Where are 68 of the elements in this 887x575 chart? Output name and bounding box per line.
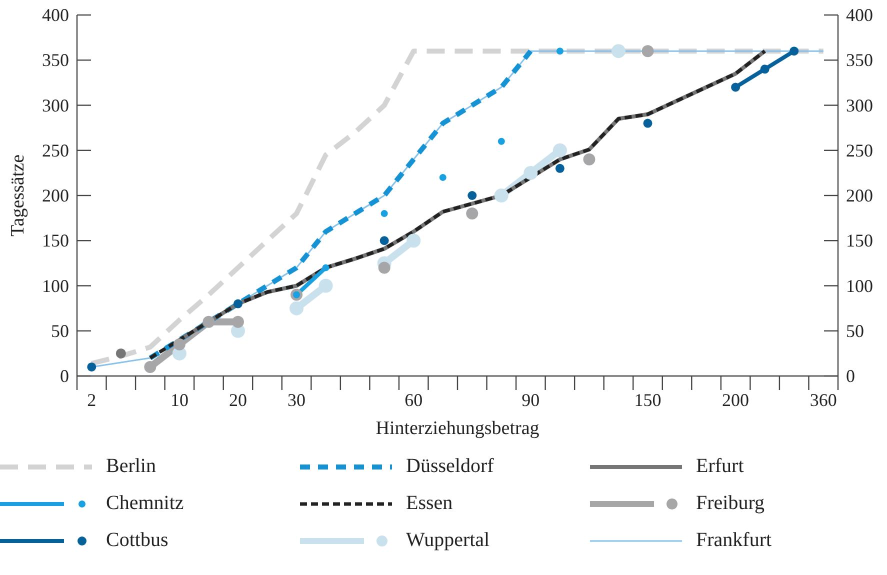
y2-tick-label: 0	[846, 366, 855, 386]
point	[380, 210, 388, 218]
point	[173, 338, 186, 350]
x-axis-title: Hinterziehungsbetrag	[376, 418, 540, 439]
y-tick-label: 100	[42, 276, 69, 296]
x-tick-label: 20	[228, 390, 247, 410]
y-tick-label: 0	[60, 366, 69, 386]
point	[406, 234, 421, 248]
y-tick-label: 50	[51, 320, 69, 341]
y2-tick-label: 100	[846, 276, 873, 296]
legend-label: Freiburg	[696, 492, 765, 515]
legend-label: Essen	[406, 492, 453, 515]
x-tick-label: 200	[722, 390, 750, 410]
x-tick-label: 90	[522, 390, 540, 410]
legend-label: Düsseldorf	[406, 455, 494, 478]
x-tick-label: 60	[404, 390, 423, 410]
x-tick-label: 10	[170, 390, 188, 410]
legend-label: Frankfurt	[696, 529, 772, 552]
point	[555, 164, 564, 173]
legend-label: Chemnitz	[106, 492, 184, 515]
point	[87, 362, 96, 372]
point	[642, 45, 654, 58]
point	[611, 44, 626, 58]
y2-tick-label: 250	[846, 140, 873, 160]
point	[468, 191, 477, 200]
point	[202, 316, 215, 328]
legend-label: Erfurt	[696, 455, 744, 478]
point	[790, 46, 799, 56]
y-tick-label: 300	[42, 95, 69, 116]
point	[760, 64, 770, 74]
x-tick-label: 2	[87, 390, 96, 410]
y2-tick-label: 350	[846, 50, 873, 70]
point	[552, 143, 567, 158]
point	[322, 264, 330, 272]
y2-tick-label: 300	[846, 95, 873, 116]
y2-tick-label: 200	[846, 186, 873, 206]
point	[439, 174, 446, 181]
y-tick-label: 400	[42, 5, 69, 25]
x-tick-label: 30	[288, 390, 306, 410]
x-tick-label: 150	[634, 390, 662, 410]
point	[380, 236, 389, 246]
point	[233, 299, 242, 308]
point	[583, 153, 596, 166]
point	[556, 48, 564, 55]
y-tick-label: 250	[42, 140, 69, 160]
legend-label: Wuppertal	[406, 529, 490, 552]
y-tick-label: 200	[42, 186, 69, 206]
point	[290, 301, 304, 316]
y2-tick-label: 150	[846, 230, 873, 251]
y2-tick-label: 50	[846, 320, 864, 341]
point	[144, 360, 156, 373]
y-tick-label: 150	[42, 230, 69, 251]
legend-label: Cottbus	[106, 529, 168, 552]
legend-label: Berlin	[106, 455, 156, 478]
y-tick-label: 350	[42, 50, 69, 70]
y-axis-title: Tagessätze	[8, 154, 29, 237]
x-tick-label: 360	[810, 390, 837, 410]
point	[731, 82, 740, 92]
point	[378, 262, 390, 274]
point	[494, 188, 508, 202]
point	[232, 316, 244, 328]
y2-tick-label: 400	[846, 5, 873, 25]
point	[498, 138, 505, 145]
point	[643, 118, 652, 128]
point	[318, 278, 333, 293]
point	[116, 348, 126, 358]
point	[466, 208, 478, 220]
point	[524, 166, 538, 180]
